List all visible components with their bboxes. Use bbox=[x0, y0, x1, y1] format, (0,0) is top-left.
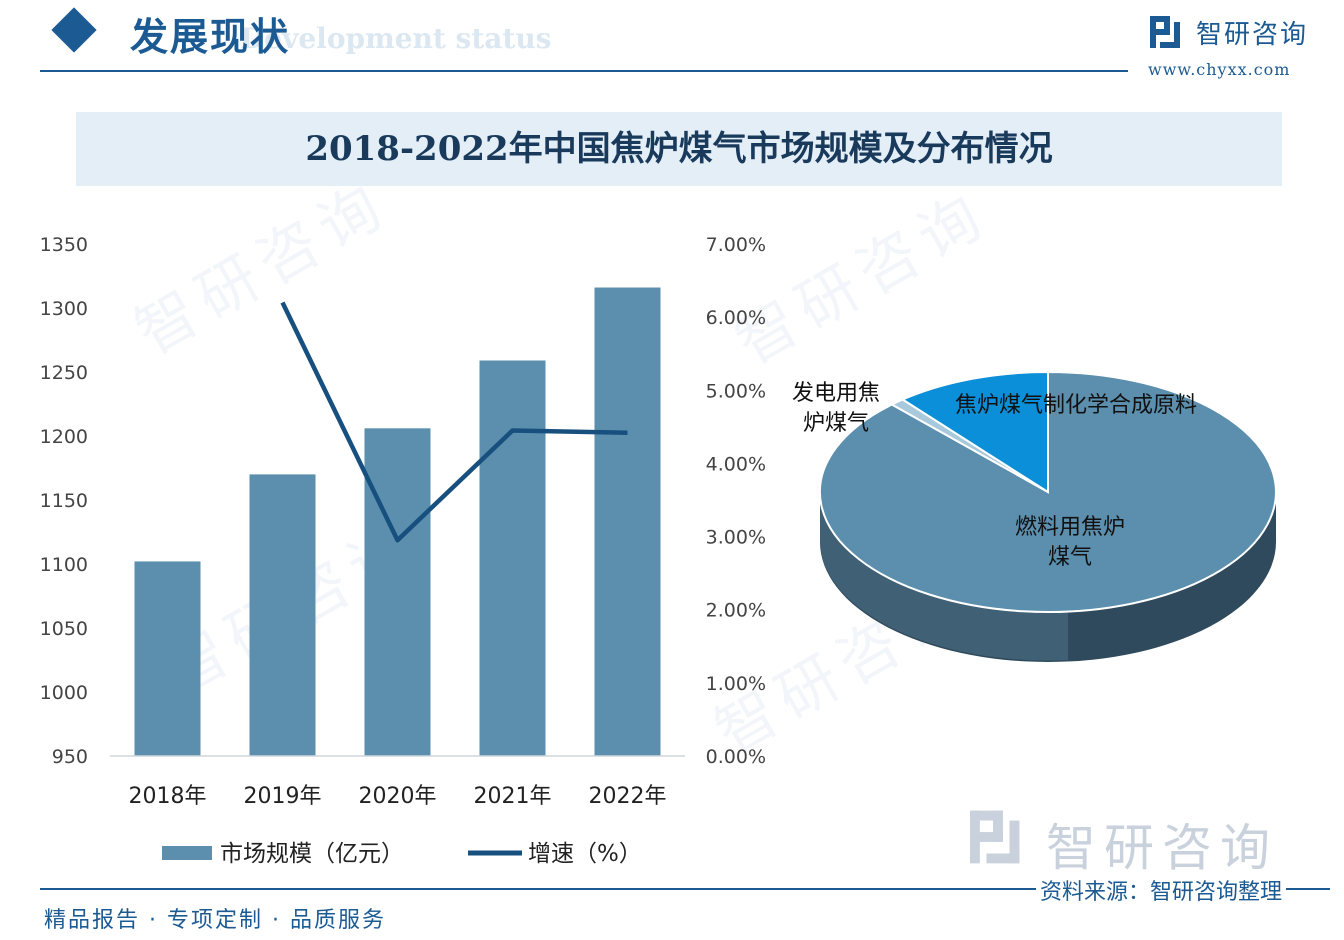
y-tick-right: 3.00% bbox=[706, 527, 766, 549]
header-divider bbox=[40, 70, 1128, 72]
bar bbox=[594, 287, 661, 756]
brand-name: 智研咨询 bbox=[1196, 20, 1309, 50]
growth-line bbox=[280, 301, 628, 543]
y-tick-right: 7.00% bbox=[706, 234, 766, 256]
y-tick-left: 1200 bbox=[40, 426, 88, 448]
y-tick-right: 1.00% bbox=[706, 673, 766, 695]
y-tick-left: 1250 bbox=[40, 362, 88, 384]
bar bbox=[479, 360, 546, 756]
pie-label: 燃料用焦炉 bbox=[1015, 515, 1125, 540]
y-tick-left: 950 bbox=[52, 746, 88, 768]
header-title: 发展现状 bbox=[130, 15, 291, 59]
chart-title-band bbox=[76, 112, 1282, 186]
y-axis-left: 1350 1300 1250 1200 1150 1100 1050 1000 950 bbox=[40, 234, 88, 768]
header-subtitle: Development status bbox=[240, 22, 552, 55]
footer-source: 资料来源：智研咨询整理 bbox=[1036, 874, 1287, 906]
pie-side-highlight bbox=[820, 498, 1068, 661]
x-tick-label: 2018年 bbox=[129, 784, 207, 809]
pie-label: 煤气 bbox=[1048, 545, 1092, 570]
footer-logo-text: 智研咨询 bbox=[1046, 819, 1278, 877]
pie-label: 焦炉煤气制化学合成原料 bbox=[955, 393, 1197, 418]
footer-slogan: 精品报告 · 专项定制 · 品质服务 bbox=[44, 908, 386, 933]
brand-logo-icon bbox=[1150, 16, 1180, 48]
footer-divider bbox=[40, 888, 1330, 890]
y-tick-right: 6.00% bbox=[706, 307, 766, 329]
legend-swatch-bar bbox=[162, 846, 212, 860]
pie-label: 发电用焦 bbox=[792, 381, 880, 406]
x-axis-categories: 2018年 2019年 2020年 2021年 2022年 bbox=[129, 784, 667, 809]
legend-label-line: 增速（%） bbox=[528, 841, 642, 867]
y-tick-left: 1000 bbox=[40, 682, 88, 704]
y-tick-right: 5.00% bbox=[706, 380, 766, 402]
bar bbox=[364, 428, 431, 756]
y-tick-right: 4.00% bbox=[706, 453, 766, 475]
y-tick-right: 0.00% bbox=[706, 746, 766, 768]
y-tick-left: 1350 bbox=[40, 234, 88, 256]
y-axis-right: 7.00% 6.00% 5.00% 4.00% 3.00% 2.00% 1.00% 0.00% bbox=[706, 234, 766, 768]
bar bbox=[249, 474, 316, 756]
footer-logo-icon bbox=[970, 810, 1020, 864]
brand-url: www.chyxx.com bbox=[1148, 60, 1291, 79]
bar bbox=[134, 561, 201, 756]
y-tick-left: 1150 bbox=[40, 490, 88, 512]
x-tick-label: 2019年 bbox=[244, 784, 322, 809]
x-tick-label: 2021年 bbox=[474, 784, 552, 809]
bar-series bbox=[134, 287, 661, 756]
legend-label-bar: 市场规模（亿元） bbox=[220, 841, 404, 867]
y-tick-left: 1300 bbox=[40, 298, 88, 320]
y-tick-left: 1100 bbox=[40, 554, 88, 576]
pie-label: 炉煤气 bbox=[803, 411, 869, 436]
pie-chart bbox=[818, 370, 1277, 662]
y-tick-right: 2.00% bbox=[706, 600, 766, 622]
pie-slice bbox=[900, 370, 1049, 494]
chart-title: 2018-2022年中国焦炉煤气市场规模及分布情况 bbox=[305, 129, 1053, 169]
legend: 市场规模（亿元） 增速（%） bbox=[162, 841, 642, 867]
y-tick-left: 1050 bbox=[40, 618, 88, 640]
x-tick-label: 2020年 bbox=[359, 784, 437, 809]
x-tick-label: 2022年 bbox=[589, 784, 667, 809]
